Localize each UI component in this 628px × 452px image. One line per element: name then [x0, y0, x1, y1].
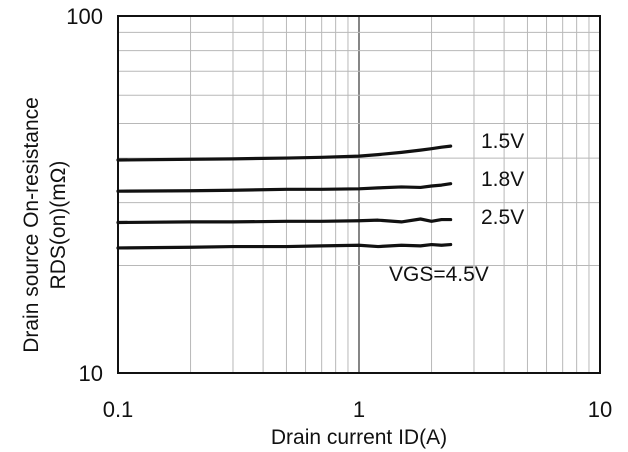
- series-label-4: VGS=4.5V: [389, 263, 489, 286]
- y-tick-label-2: 100: [66, 4, 103, 29]
- y-axis-title-line-2: RDS(on)(mΩ): [47, 161, 70, 290]
- x-axis-title: Drain current ID(A): [271, 426, 447, 449]
- series-line-3: [116, 217, 453, 225]
- plot-frame: [117, 15, 601, 374]
- y-tick-label-1: 10: [79, 361, 103, 386]
- series-label-3: 2.5V: [481, 206, 524, 229]
- x-tick-label-2: 1: [353, 397, 365, 422]
- series-line-4: [116, 242, 453, 250]
- x-tick-label-3: 10: [588, 397, 612, 422]
- series-label-1: 1.5V: [481, 130, 524, 153]
- x-tick-label-1: 0.1: [103, 397, 134, 422]
- series-line-2: [116, 182, 453, 193]
- series-label-2: 1.8V: [481, 168, 524, 191]
- series-line-1: [116, 144, 453, 162]
- y-axis-title-line-1: Drain source On-resistance: [20, 97, 43, 353]
